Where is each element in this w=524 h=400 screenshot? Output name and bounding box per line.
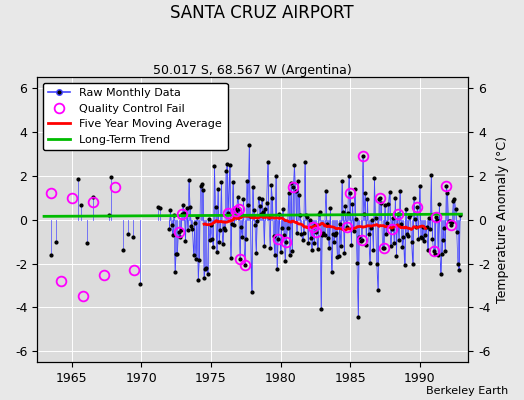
Text: SANTA CRUZ AIRPORT: SANTA CRUZ AIRPORT — [170, 4, 354, 22]
Text: Berkeley Earth: Berkeley Earth — [426, 386, 508, 396]
Y-axis label: Temperature Anomaly (°C): Temperature Anomaly (°C) — [496, 136, 509, 303]
Legend: Raw Monthly Data, Quality Control Fail, Five Year Moving Average, Long-Term Tren: Raw Monthly Data, Quality Control Fail, … — [42, 82, 227, 150]
Title: 50.017 S, 68.567 W (Argentina): 50.017 S, 68.567 W (Argentina) — [154, 64, 352, 77]
